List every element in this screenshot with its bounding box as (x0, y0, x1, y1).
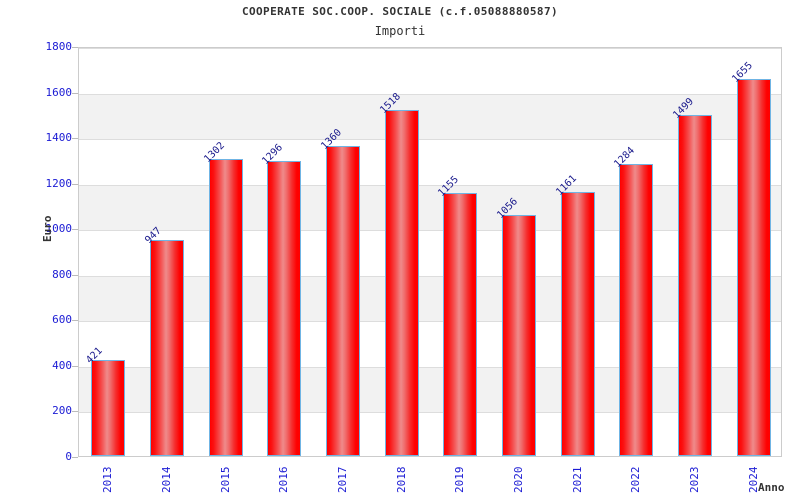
gridline (79, 139, 781, 141)
x-tick-label: 2022 (629, 466, 643, 494)
chart-subtitle: Importi (374, 24, 426, 38)
gridline (79, 184, 781, 186)
y-tick-mark (72, 183, 78, 185)
y-tick-label: 400 (52, 358, 72, 372)
plot-band (79, 93, 781, 140)
bar[interactable] (443, 192, 478, 456)
y-tick-label: 1000 (45, 222, 73, 236)
x-tick-label: 2021 (570, 466, 584, 494)
y-tick-mark (72, 320, 78, 322)
x-tick-label: 2018 (394, 466, 408, 494)
plot-band (79, 275, 781, 322)
bar[interactable] (384, 110, 419, 456)
bar[interactable] (91, 360, 126, 456)
plot-area (78, 47, 782, 457)
gridline (79, 275, 781, 277)
x-tick-label: 2017 (336, 466, 349, 494)
y-axis: 0 200 400 600 800 1000 1200 1400 1600 1800 (0, 0, 73, 500)
bar[interactable] (736, 79, 771, 456)
x-tick-label: 2019 (453, 466, 467, 494)
gridline (79, 230, 781, 232)
y-tick-label: 0 (65, 450, 72, 463)
y-tick-label: 1600 (45, 85, 73, 99)
bar[interactable] (208, 159, 243, 456)
x-tick-label: 2020 (512, 466, 525, 494)
gridline (79, 412, 781, 414)
chart-title: COOPERATE SOC.COOP. SOCIALE (c.f.0508888… (241, 5, 558, 18)
gridline (79, 321, 781, 323)
bar[interactable] (619, 163, 654, 456)
x-tick-label: 2024 (746, 466, 760, 494)
y-tick-label: 1400 (45, 131, 73, 145)
y-tick-mark (72, 229, 78, 231)
y-tick-mark (72, 365, 78, 367)
gridline (79, 93, 781, 95)
y-tick-mark (72, 92, 78, 94)
y-tick-label: 800 (52, 267, 72, 281)
bar[interactable] (678, 114, 712, 456)
y-tick-label: 1200 (45, 176, 73, 190)
y-axis-title: Euro (41, 215, 54, 243)
y-tick-label: 200 (52, 404, 72, 418)
x-tick-label: 2014 (160, 466, 173, 494)
y-tick-mark (72, 274, 78, 276)
x-tick-label: 2015 (218, 466, 232, 494)
x-tick-label: 2023 (688, 466, 701, 494)
bar[interactable] (326, 146, 360, 456)
gridline (79, 366, 781, 368)
y-tick-mark (72, 138, 78, 140)
bar[interactable] (150, 240, 184, 456)
x-tick-label: 2013 (101, 466, 115, 494)
gridline (79, 48, 781, 49)
y-tick-mark (72, 457, 78, 458)
y-tick-mark (72, 411, 78, 413)
plot-band (79, 366, 781, 413)
y-tick-label: 600 (52, 313, 72, 327)
bar[interactable] (502, 215, 536, 456)
y-tick-label: 1800 (45, 40, 73, 53)
plot-band (79, 184, 781, 231)
y-tick-mark (72, 47, 78, 48)
x-tick-label: 2016 (277, 466, 291, 494)
bar[interactable] (267, 160, 302, 456)
x-axis-title: Anno (758, 481, 785, 494)
bar[interactable] (560, 191, 595, 456)
